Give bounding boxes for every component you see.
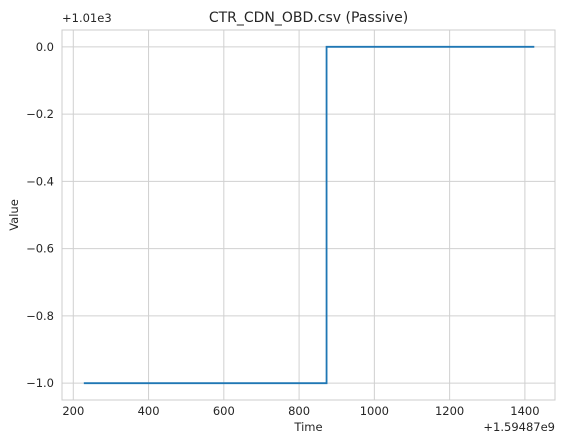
x-tick-label: 1000	[360, 404, 389, 418]
series-line	[83, 45, 535, 385]
y-tick-label: −1.0	[26, 376, 54, 390]
plot-frame	[61, 29, 556, 401]
x-tick-label: 200	[62, 404, 84, 418]
x-tick-label: 1400	[510, 404, 539, 418]
y-axis-label: Value	[7, 199, 21, 231]
line-layer	[83, 45, 535, 385]
x-tick-label: 400	[138, 404, 160, 418]
y-tick-label: −0.6	[26, 242, 54, 256]
grid-layer	[62, 30, 555, 400]
y-tick-label: −0.2	[26, 107, 54, 121]
y-tick-label: −0.8	[26, 309, 54, 323]
y-tick-label: −0.4	[26, 174, 54, 188]
tick-label-layer: 200 400 600 800 1000 1200 1400 0.0 −0.2 −0.4 −0.6 −…	[26, 40, 539, 418]
y-tick-label: 0.0	[36, 40, 54, 54]
x-tick-label: 600	[213, 404, 235, 418]
x-tick-label: 800	[288, 404, 310, 418]
x-axis-label: Time	[293, 420, 322, 434]
chart-title: CTR_CDN_OBD.csv (Passive)	[209, 10, 408, 26]
x-offset-label: +1.59487e9	[483, 420, 555, 434]
y-offset-label: +1.01e3	[62, 11, 112, 25]
x-tick-label: 1200	[435, 404, 464, 418]
